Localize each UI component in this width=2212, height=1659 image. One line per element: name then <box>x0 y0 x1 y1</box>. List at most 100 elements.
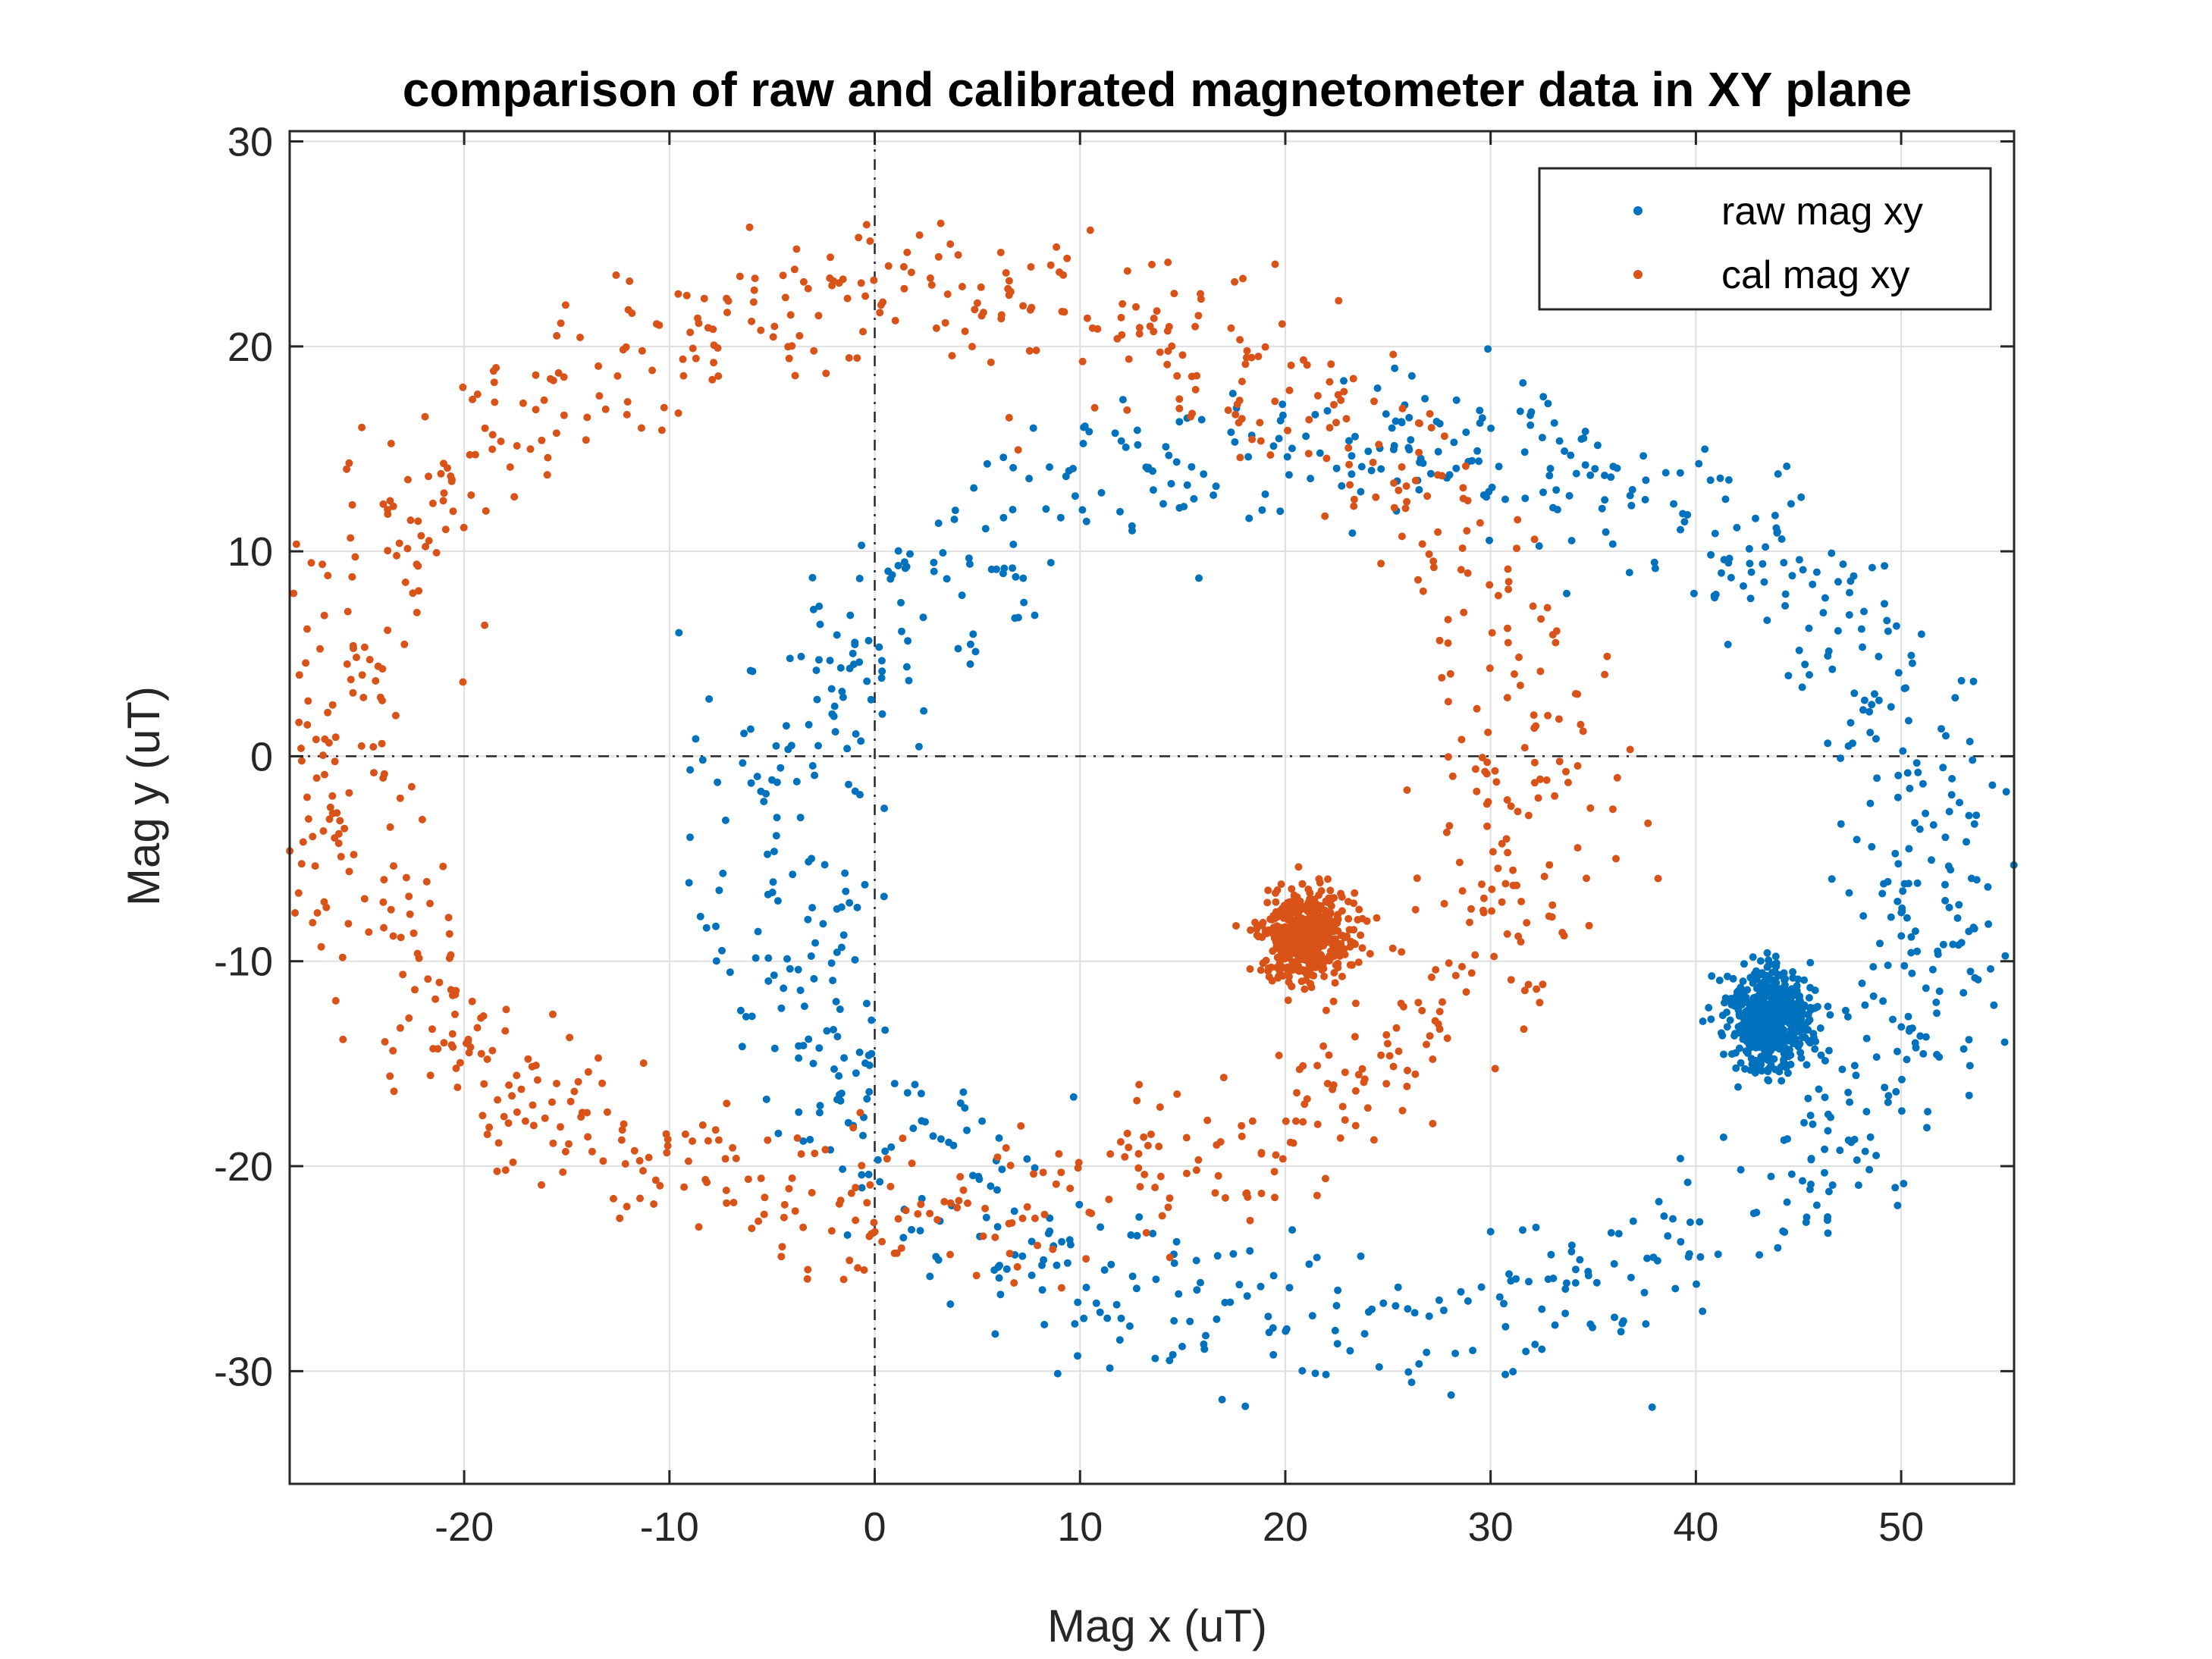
scatter-point <box>723 309 731 317</box>
scatter-point <box>1746 974 1755 982</box>
scatter-point <box>1002 268 1010 277</box>
scatter-point <box>841 869 849 877</box>
scatter-point <box>1538 1345 1546 1353</box>
scatter-point <box>1939 764 1947 772</box>
scatter-point <box>840 1054 849 1062</box>
y-tick-label: -20 <box>214 1144 273 1190</box>
scatter-point <box>1320 935 1329 943</box>
scatter-point <box>1445 959 1453 967</box>
scatter-point <box>1897 1107 1906 1115</box>
scatter-point <box>1178 1342 1186 1350</box>
scatter-point <box>1737 1165 1745 1174</box>
scatter-point <box>1524 811 1533 820</box>
scatter-point <box>1346 1347 1354 1355</box>
scatter-point <box>1232 922 1240 930</box>
scatter-point <box>918 1117 926 1125</box>
scatter-point <box>1418 540 1426 548</box>
scatter-point <box>1340 377 1348 385</box>
scatter-point <box>1547 1250 1555 1259</box>
scatter-point <box>1894 793 1902 801</box>
scatter-point <box>915 742 923 751</box>
scatter-point <box>746 725 755 733</box>
scatter-point <box>1300 941 1308 949</box>
scatter-point <box>1473 704 1481 713</box>
scatter-point <box>1571 1265 1580 1274</box>
scatter-point <box>422 877 431 886</box>
scatter-point <box>1821 1093 1829 1102</box>
scatter-point <box>1532 1223 1540 1231</box>
scatter-point <box>1065 1236 1074 1244</box>
scatter-point <box>1464 1297 1472 1305</box>
scatter-point <box>800 1002 808 1011</box>
scatter-point <box>1490 952 1498 961</box>
scatter-point <box>1305 1260 1313 1269</box>
scatter-point <box>1284 426 1291 434</box>
scatter-point <box>1724 476 1733 484</box>
scatter-point <box>1261 490 1269 498</box>
scatter-point <box>863 1199 871 1207</box>
scatter-point <box>740 729 748 738</box>
scatter-point <box>331 733 340 742</box>
scatter-point <box>396 794 404 802</box>
scatter-point <box>1827 1113 1834 1121</box>
scatter-point <box>1257 1190 1266 1197</box>
scatter-point <box>769 333 777 341</box>
scatter-point <box>460 523 468 532</box>
scatter-point <box>613 372 622 380</box>
scatter-point <box>324 708 332 717</box>
scatter-point <box>1243 1189 1251 1197</box>
scatter-point <box>681 1130 689 1138</box>
scatter-point <box>1052 1180 1060 1188</box>
scatter-point <box>1285 972 1293 980</box>
scatter-point <box>1354 958 1363 967</box>
scatter-point <box>381 1038 389 1046</box>
scatter-point <box>1661 469 1670 477</box>
scatter-point <box>1811 1045 1819 1053</box>
scatter-point <box>1444 753 1452 761</box>
scatter-point <box>1676 469 1684 477</box>
scatter-point <box>1542 776 1551 784</box>
scatter-point <box>1613 464 1621 472</box>
scatter-point <box>1398 1106 1407 1115</box>
scatter-point <box>428 1025 436 1033</box>
scatter-point <box>1082 1255 1090 1263</box>
scatter-point <box>574 1077 582 1086</box>
scatter-point <box>1922 809 1930 817</box>
scatter-point <box>453 1084 462 1092</box>
scatter-point <box>328 810 337 817</box>
scatter-point <box>638 347 646 355</box>
scatter-point <box>1330 400 1338 409</box>
scatter-point <box>1389 445 1398 453</box>
scatter-point <box>1868 842 1876 851</box>
scatter-point <box>1269 911 1278 920</box>
y-tick-label: 10 <box>227 529 273 575</box>
scatter-point <box>1787 1170 1796 1178</box>
scatter-point <box>860 1266 868 1274</box>
scatter-point <box>1806 1112 1815 1120</box>
scatter-point <box>851 955 859 964</box>
scatter-point <box>1781 590 1790 598</box>
scatter-point <box>1809 1120 1817 1128</box>
scatter-point <box>1649 1253 1658 1262</box>
scatter-point <box>903 1089 911 1097</box>
scatter-point <box>494 1139 503 1147</box>
scatter-point <box>1783 1198 1791 1206</box>
scatter-point <box>1859 912 1868 920</box>
scatter-point <box>1394 1283 1402 1291</box>
scatter-point <box>1132 1284 1141 1293</box>
scatter-point <box>1812 1201 1821 1209</box>
scatter-point <box>1601 670 1609 679</box>
scatter-point <box>1410 1309 1419 1317</box>
scatter-point <box>1079 440 1087 447</box>
scatter-point <box>1671 1284 1680 1293</box>
scatter-point <box>459 678 467 686</box>
scatter-point <box>1919 779 1927 788</box>
scatter-point <box>1292 1117 1300 1125</box>
scatter-point <box>1149 486 1157 494</box>
scatter-point <box>1031 611 1039 619</box>
scatter-point <box>1313 1191 1321 1200</box>
scatter-point <box>1894 1201 1902 1209</box>
scatter-point <box>1286 1138 1294 1146</box>
scatter-point <box>806 1136 814 1143</box>
scatter-point <box>971 648 980 656</box>
